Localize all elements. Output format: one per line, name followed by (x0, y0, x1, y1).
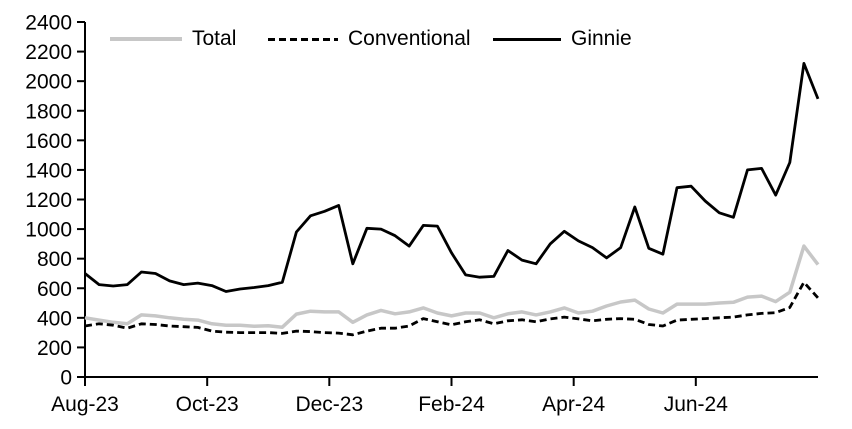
x-tick-label: Feb-24 (418, 393, 485, 416)
y-tick-label: 1400 (25, 159, 72, 182)
legend-item-total: Total (110, 27, 236, 51)
y-tick-label: 1600 (25, 130, 72, 153)
legend-label-conventional: Conventional (348, 27, 471, 50)
y-tick-label: 600 (37, 278, 72, 301)
x-tick-label: Jun-24 (664, 393, 729, 416)
y-tick-label: 1200 (25, 189, 72, 212)
legend-label-total: Total (192, 27, 237, 50)
y-tick-label: 2000 (25, 71, 72, 94)
series-line-ginnie (84, 62, 820, 293)
series-line-total (84, 244, 820, 329)
y-tick-label: 400 (37, 307, 72, 330)
x-tick-label: Dec-23 (295, 393, 363, 416)
y-tick-label: 1800 (25, 100, 72, 123)
legend-label-ginnie: Ginnie (571, 27, 632, 50)
y-tick-label: 800 (37, 248, 72, 271)
x-tick-label: Apr-24 (542, 393, 605, 416)
y-tick-label: 2400 (25, 12, 72, 35)
y-tick-label: 200 (37, 337, 72, 360)
total-line-swatch (110, 37, 182, 41)
y-tick-label: 2200 (25, 41, 72, 64)
legend-item-ginnie: Ginnie (493, 27, 632, 51)
legend-item-conventional: Conventional (268, 27, 471, 51)
x-tick-label: Oct-23 (176, 393, 239, 416)
ginnie-line-swatch (493, 37, 561, 41)
series-line-conventional (84, 280, 820, 337)
y-tick-label: 0 (60, 367, 72, 390)
conventional-line-swatch (268, 37, 338, 41)
legend: Total Conventional Ginnie (0, 0, 852, 60)
y-tick-label: 1000 (25, 219, 72, 242)
x-tick-label: Aug-23 (51, 393, 119, 416)
